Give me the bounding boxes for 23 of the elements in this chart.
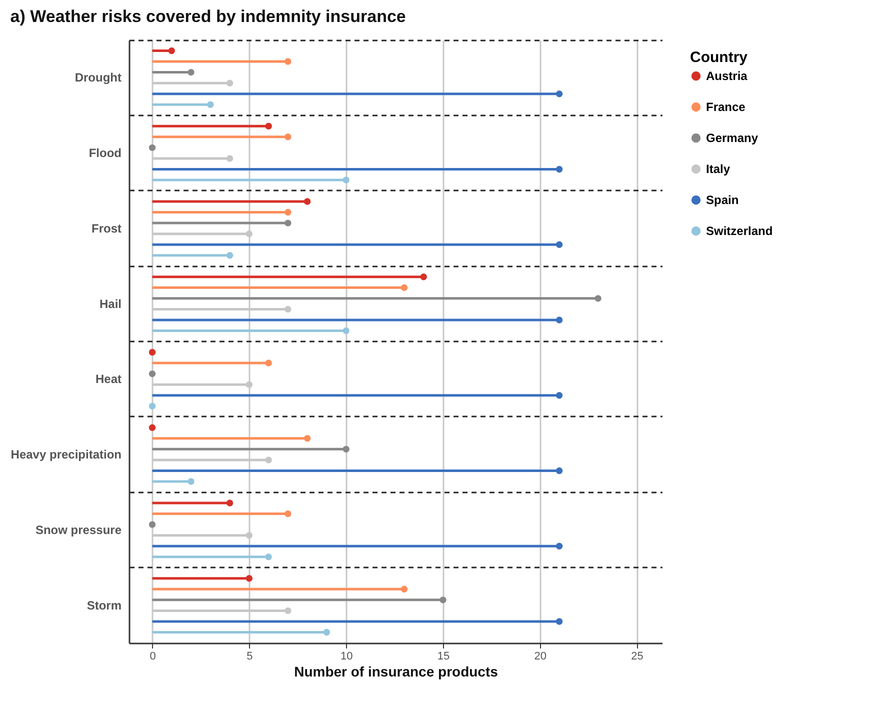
y-tick-label: Snow pressure <box>35 522 122 537</box>
chart-title: a) Weather risks covered by indemnity insurance <box>10 7 406 26</box>
x-tick-label: 5 <box>246 650 253 662</box>
legend-label: Switzerland <box>706 224 773 238</box>
legend-label: Germany <box>706 131 758 145</box>
y-tick-label: Heat <box>95 372 122 386</box>
x-tick-label: 0 <box>150 650 156 662</box>
x-tick-label: 25 <box>631 650 644 662</box>
x-tick-label: 20 <box>534 650 547 662</box>
y-tick-label: Storm <box>86 598 122 612</box>
y-tick-label: Heavy precipitation <box>10 448 122 462</box>
legend-label: Spain <box>706 193 739 207</box>
y-tick-label: Frost <box>92 221 122 236</box>
y-tick-label: Hail <box>99 296 122 311</box>
x-axis-title: Number of insurance products <box>294 664 498 680</box>
x-tick-label: 10 <box>340 650 353 662</box>
y-tick-label: Drought <box>74 70 122 85</box>
x-tick-label: 15 <box>437 650 450 662</box>
y-tick-label: Flood <box>88 146 122 160</box>
legend-label: France <box>706 100 746 114</box>
legend-label: Austria <box>706 69 748 83</box>
legend-title: Country <box>690 49 748 66</box>
legend-label: Italy <box>706 162 730 176</box>
